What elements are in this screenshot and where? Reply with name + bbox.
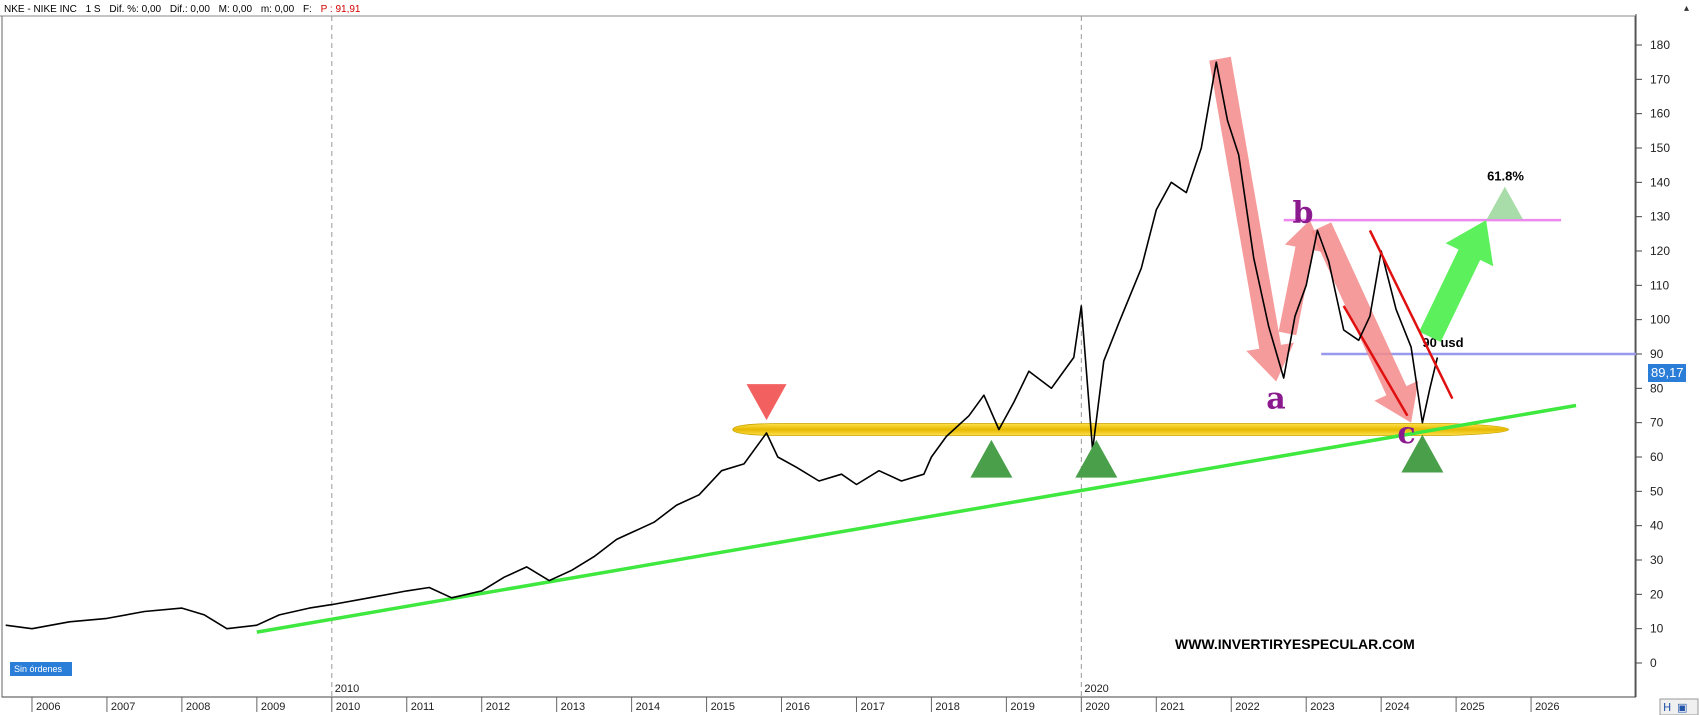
- year-markers: 2010 2020: [331, 16, 1109, 697]
- wave-label-a: a: [1266, 382, 1285, 417]
- y-tick-label: 100: [1650, 313, 1670, 327]
- y-tick-label: 40: [1650, 519, 1664, 533]
- toolbar-icon-h[interactable]: H: [1663, 701, 1671, 714]
- long-term-trendline: [256, 403, 1577, 634]
- header-price: P : 91,91: [321, 4, 361, 15]
- y-tick-label: 130: [1650, 210, 1670, 224]
- x-tick-label: 2014: [636, 701, 660, 713]
- plot-area: [1, 13, 1636, 698]
- x-tick-label: 2009: [261, 701, 285, 713]
- y-tick-label: 110: [1650, 278, 1669, 292]
- watermark: WWW.INVERTIRYESPECULAR.COM: [1175, 636, 1415, 652]
- wave-label-b: b: [1292, 196, 1313, 231]
- toolbar-icons: H ▣: [1659, 698, 1699, 715]
- toolbar-icon-save[interactable]: ▣: [1677, 701, 1687, 714]
- x-tick-label: 2013: [561, 701, 585, 713]
- downtrend-channel-line: [1368, 229, 1454, 400]
- orders-badge[interactable]: Sin órdenes: [10, 662, 72, 676]
- x-tick-label: 2025: [1460, 701, 1484, 713]
- y-tick-label: 20: [1650, 587, 1664, 601]
- header-timeframe: 1 S: [86, 4, 101, 15]
- header-diff-pct: Dif. %: 0,00: [109, 4, 161, 15]
- y-tick-label: 180: [1650, 38, 1670, 52]
- level-lines: 90 usd: [732, 218, 1636, 436]
- y-tick-label: 150: [1650, 141, 1670, 155]
- y-tick-label: 90: [1650, 347, 1664, 361]
- x-tick-label: 2023: [1310, 701, 1334, 713]
- year-marker-label: 2020: [1084, 683, 1108, 695]
- y-tick-label: 70: [1650, 416, 1664, 430]
- wave-c-arrow: [1311, 222, 1419, 423]
- current-price-badge: 89,17: [1648, 364, 1686, 382]
- x-tick-label: 2011: [411, 701, 435, 713]
- support-band-68: [732, 423, 1509, 436]
- x-tick-label: 2021: [1160, 701, 1184, 713]
- y-tick-label: 30: [1650, 553, 1664, 567]
- y-tick-label: 60: [1650, 450, 1664, 464]
- header-diff: Dif.: 0,00: [170, 4, 210, 15]
- y-tick-label: 160: [1650, 107, 1670, 121]
- price-line: [5, 61, 1439, 630]
- wave-a-arrow: [1209, 56, 1294, 382]
- x-tick-label: 2012: [486, 701, 510, 713]
- wave-b-arrow: [1278, 220, 1324, 336]
- wave-label-c: c: [1397, 416, 1415, 451]
- scroll-up-icon[interactable]: ▴: [1684, 3, 1689, 14]
- x-tick-label: 2019: [1010, 701, 1034, 713]
- y-tick-label: 140: [1650, 175, 1670, 189]
- x-tick-label: 2010: [336, 701, 360, 713]
- y-tick-label: 10: [1650, 622, 1664, 636]
- x-tick-label: 2007: [111, 701, 135, 713]
- scroll-arrows[interactable]: ▴: [1684, 3, 1689, 14]
- pattern-markers: 61.8% a b c: [746, 169, 1524, 478]
- header-max: M: 0,00: [219, 4, 253, 15]
- wave-arrows: [1209, 56, 1494, 423]
- header-f: F:: [303, 4, 312, 15]
- buy-marker-triangle-2018: [970, 439, 1013, 478]
- buy-marker-triangle-2020: [1075, 439, 1118, 478]
- sell-marker-triangle: [746, 384, 787, 421]
- y-tick-label: 0: [1650, 656, 1657, 670]
- x-axis: 2006 2007 2008 2009 2010 2011 2012 2013 2014 2015…: [31, 697, 1560, 713]
- y-axis: 0 10 20 30 40 50 60 70 80 90 100 110 120 130 140 150 160…: [1636, 38, 1670, 670]
- y-axis-panel: [1636, 14, 1700, 697]
- target-arrow: [1419, 220, 1494, 342]
- fib-target-label: 61.8%: [1487, 169, 1524, 184]
- header-min: m: 0,00: [261, 4, 295, 15]
- x-tick-label: 2008: [186, 701, 210, 713]
- buy-marker-triangle-2024: [1401, 434, 1444, 473]
- channel-line-secondary: [1342, 305, 1409, 417]
- x-tick-label: 2017: [860, 701, 884, 713]
- x-tick-label: 2026: [1535, 701, 1559, 713]
- orders-badge-label: Sin órdenes: [14, 664, 63, 674]
- header-symbol: NKE - NIKE INC: [4, 4, 77, 15]
- svg-text:NKE - NIKE INC 1 S Dif: NKE - NIKE INC 1 S Dif. %: 0,00 Dif.: 0,…: [4, 4, 361, 15]
- y-tick-label: 50: [1650, 484, 1664, 498]
- x-tick-label: 2020: [1085, 701, 1109, 713]
- year-marker-label: 2010: [335, 683, 359, 695]
- x-tick-label: 2022: [1235, 701, 1259, 713]
- current-price-label: 89,17: [1651, 365, 1684, 380]
- x-tick-label: 2016: [786, 701, 810, 713]
- y-tick-label: 80: [1650, 381, 1664, 395]
- y-tick-label: 170: [1650, 72, 1670, 86]
- x-tick-label: 2006: [36, 701, 60, 713]
- x-tick-label: 2018: [935, 701, 959, 713]
- x-tick-label: 2015: [711, 701, 735, 713]
- header-bar: [0, 0, 1700, 16]
- level-label-90: 90 usd: [1422, 335, 1463, 350]
- x-tick-label: 2024: [1385, 701, 1409, 713]
- y-tick-label: 120: [1650, 244, 1670, 258]
- target-marker-triangle: [1486, 186, 1523, 220]
